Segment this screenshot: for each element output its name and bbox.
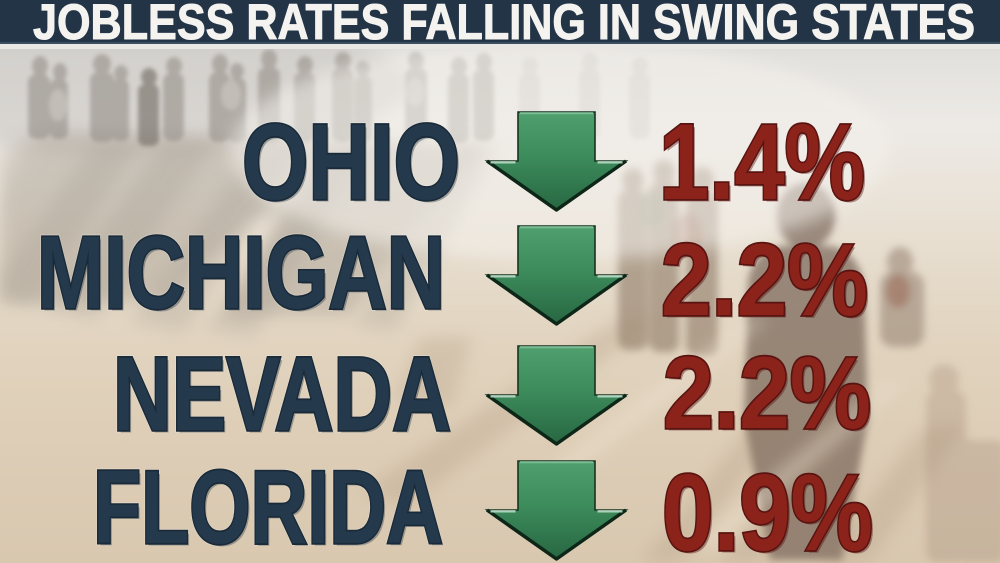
svg-text:NEVADA: NEVADA (113, 336, 451, 453)
svg-text:FLORIDA: FLORIDA (93, 450, 443, 563)
svg-text:OHIO: OHIO (242, 101, 460, 222)
svg-text:2.2%: 2.2% (664, 226, 871, 340)
svg-text:NEVADA: NEVADA (113, 336, 451, 453)
svg-text:MICHIGAN: MICHIGAN (37, 215, 445, 330)
svg-text:MICHIGAN: MICHIGAN (37, 215, 445, 330)
svg-text:JOBLESS RATES FALLING IN SWING: JOBLESS RATES FALLING IN SWING STATES (33, 0, 975, 50)
svg-text:1.4%: 1.4% (659, 101, 865, 222)
svg-text:2.2%: 2.2% (663, 336, 871, 450)
svg-text:FLORIDA: FLORIDA (93, 450, 443, 563)
svg-text:1.4%: 1.4% (662, 104, 868, 225)
svg-text:0.9%: 0.9% (665, 455, 876, 563)
svg-text:OHIO: OHIO (244, 103, 462, 224)
svg-text:0.9%: 0.9% (662, 452, 873, 563)
svg-text:2.2%: 2.2% (661, 223, 868, 337)
svg-text:OHIO: OHIO (242, 101, 460, 222)
svg-text:2.2%: 2.2% (666, 339, 874, 453)
svg-text:MICHIGAN: MICHIGAN (39, 217, 447, 332)
svg-text:NEVADA: NEVADA (115, 338, 453, 455)
svg-text:FLORIDA: FLORIDA (95, 452, 445, 563)
